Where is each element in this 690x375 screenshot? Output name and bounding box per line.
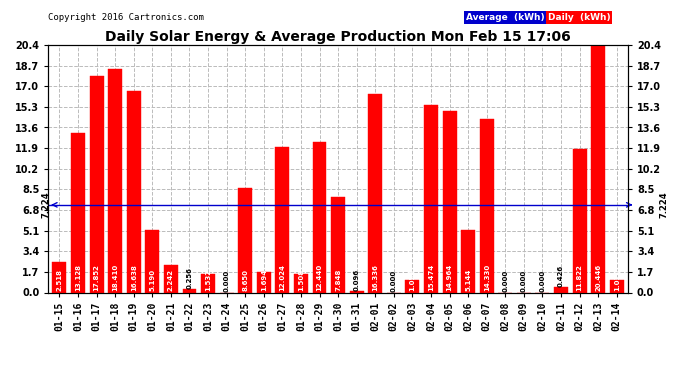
Bar <box>52 262 66 292</box>
Bar <box>480 118 493 292</box>
Text: 20.446: 20.446 <box>595 264 601 291</box>
Text: Daily  (kWh): Daily (kWh) <box>548 13 611 22</box>
Text: 7.848: 7.848 <box>335 268 341 291</box>
Text: 8.650: 8.650 <box>242 268 248 291</box>
Text: 16.638: 16.638 <box>130 264 137 291</box>
Text: 18.410: 18.410 <box>112 263 118 291</box>
Text: 1.508: 1.508 <box>298 268 304 291</box>
Bar <box>71 133 85 292</box>
Bar <box>164 265 178 292</box>
Bar <box>146 230 159 292</box>
Text: 13.128: 13.128 <box>75 264 81 291</box>
Bar <box>591 45 605 292</box>
Text: 17.852: 17.852 <box>94 264 99 291</box>
Bar <box>108 69 122 292</box>
Text: 0.096: 0.096 <box>354 268 359 291</box>
Bar <box>331 197 345 292</box>
Text: 2.518: 2.518 <box>57 268 63 291</box>
Text: 5.144: 5.144 <box>465 268 471 291</box>
Bar <box>275 147 289 292</box>
Text: 1.010: 1.010 <box>613 268 620 291</box>
Text: 0.000: 0.000 <box>502 270 509 292</box>
Text: 14.330: 14.330 <box>484 263 490 291</box>
Bar <box>554 287 568 292</box>
Text: 1.058: 1.058 <box>409 268 415 291</box>
Text: 0.000: 0.000 <box>540 270 546 292</box>
Text: 2.242: 2.242 <box>168 268 174 291</box>
Bar <box>238 188 252 292</box>
Bar <box>573 149 586 292</box>
Text: Copyright 2016 Cartronics.com: Copyright 2016 Cartronics.com <box>48 13 204 22</box>
Bar <box>461 230 475 292</box>
Text: 5.190: 5.190 <box>149 268 155 291</box>
Bar <box>368 94 382 292</box>
Bar <box>424 105 438 292</box>
Text: 0.000: 0.000 <box>224 270 230 292</box>
Text: 7.224: 7.224 <box>660 192 669 218</box>
Text: 15.474: 15.474 <box>428 263 434 291</box>
Text: 12.440: 12.440 <box>317 263 322 291</box>
Bar <box>201 274 215 292</box>
Text: Average  (kWh): Average (kWh) <box>466 13 544 22</box>
Bar <box>257 272 270 292</box>
Bar <box>313 142 326 292</box>
Bar <box>294 274 308 292</box>
Text: 0.426: 0.426 <box>558 265 564 287</box>
Bar <box>610 280 624 292</box>
Text: 7.224: 7.224 <box>41 192 50 218</box>
Text: 1.694: 1.694 <box>261 268 267 291</box>
Title: Daily Solar Energy & Average Production Mon Feb 15 17:06: Daily Solar Energy & Average Production … <box>106 30 571 44</box>
Text: 12.024: 12.024 <box>279 264 286 291</box>
Text: 14.964: 14.964 <box>446 263 453 291</box>
Text: 0.256: 0.256 <box>186 267 193 289</box>
Text: 16.336: 16.336 <box>372 264 378 291</box>
Bar <box>442 111 457 292</box>
Bar <box>350 291 364 292</box>
Text: 0.000: 0.000 <box>391 270 397 292</box>
Text: 11.822: 11.822 <box>577 264 582 291</box>
Bar <box>90 76 104 292</box>
Text: 0.000: 0.000 <box>521 270 527 292</box>
Bar <box>406 280 420 292</box>
Bar <box>127 91 141 292</box>
Bar <box>183 290 197 292</box>
Text: 1.532: 1.532 <box>205 268 211 291</box>
